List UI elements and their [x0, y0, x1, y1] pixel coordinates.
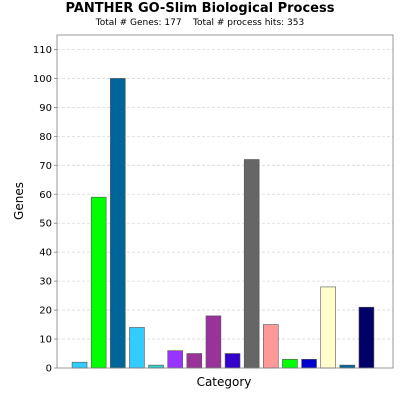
y-tick-label: 20 — [39, 306, 52, 317]
chart-title: PANTHER GO-Slim Biological Process — [66, 1, 335, 16]
plot-frame — [56, 34, 394, 369]
y-tick-label: 30 — [39, 277, 52, 288]
bar-14[interactable] — [320, 286, 336, 369]
y-tick-label: 50 — [39, 219, 52, 230]
x-axis-label: Category — [197, 375, 252, 389]
bar-4[interactable] — [129, 327, 145, 369]
y-tick-label: 80 — [39, 132, 52, 143]
y-tick-label: 90 — [39, 103, 52, 114]
bar-6[interactable] — [167, 350, 183, 369]
y-axis-label: Genes — [12, 182, 26, 220]
bar-5[interactable] — [148, 364, 164, 369]
bar-15[interactable] — [339, 364, 356, 369]
bar-1[interactable] — [71, 361, 88, 369]
y-axis-ticks: 0 10 20 30 40 50 60 70 80 90 100 110 — [33, 45, 57, 375]
y-tick-label: 100 — [33, 74, 52, 85]
bar-10[interactable] — [243, 159, 260, 369]
bar-13[interactable] — [301, 359, 317, 369]
y-tick-label: 110 — [33, 45, 52, 56]
bar-3[interactable] — [110, 78, 126, 369]
chart-subtitle: Total # Genes: 177 Total # process hits:… — [95, 18, 304, 28]
grid-lines — [57, 49, 393, 340]
bar-11[interactable] — [263, 324, 279, 369]
bar-12[interactable] — [282, 359, 298, 369]
bar-2[interactable] — [90, 196, 107, 369]
bar-9[interactable] — [224, 353, 241, 369]
bar-16[interactable] — [358, 306, 375, 369]
y-tick-label: 10 — [39, 335, 52, 346]
bars — [71, 78, 375, 369]
bar-7[interactable] — [186, 353, 203, 369]
bar-8[interactable] — [205, 315, 222, 369]
y-tick-label: 40 — [39, 248, 52, 259]
y-tick-label: 60 — [39, 190, 52, 201]
y-tick-label: 0 — [46, 364, 52, 375]
y-tick-label: 70 — [39, 161, 52, 172]
